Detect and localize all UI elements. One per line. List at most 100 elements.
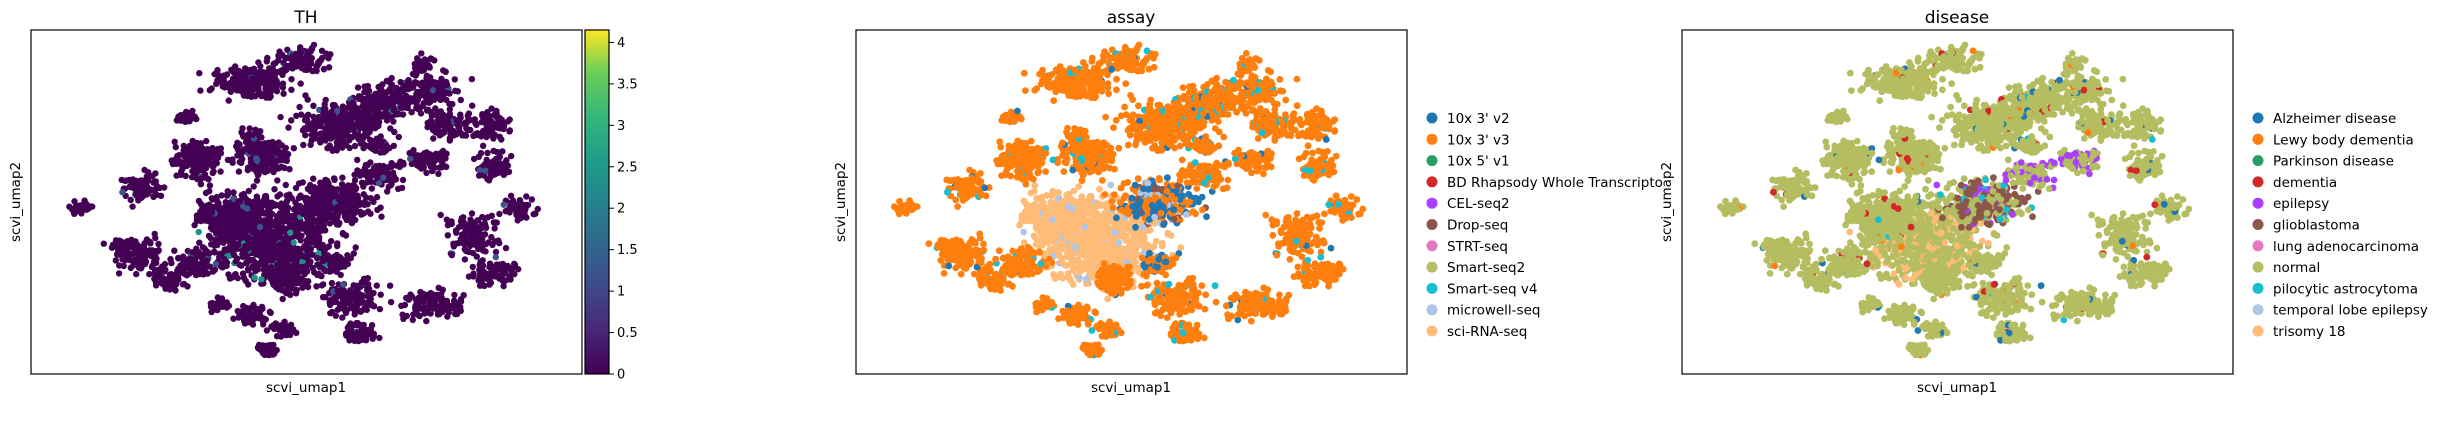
scatter-point: [470, 273, 477, 280]
scatter-point: [339, 314, 346, 321]
scatter-point: [446, 100, 453, 108]
scatter-point: [203, 155, 210, 163]
scatter-point: [492, 164, 499, 171]
scatter-point: [430, 135, 437, 142]
scatter-point: [517, 214, 524, 222]
scatter-point: [440, 67, 447, 74]
scatter-point: [243, 145, 250, 152]
scatter-point: [138, 263, 145, 270]
scatter-point: [116, 237, 123, 244]
scatter-point: [253, 210, 260, 217]
scatter-point: [395, 185, 402, 192]
scatter-point: [307, 141, 314, 148]
scatter-point: [350, 250, 357, 257]
scatter-point: [206, 87, 213, 94]
scatter-point: [280, 250, 288, 258]
scatter-point: [216, 250, 223, 257]
scatter-point: [244, 199, 251, 206]
scatter-point: [369, 302, 376, 309]
scatter-point: [368, 100, 375, 108]
scatter-point: [403, 312, 410, 320]
scatter-point: [271, 186, 278, 193]
scatter-point: [156, 184, 164, 192]
scatter-point: [201, 260, 208, 267]
scatter-point: [83, 206, 90, 213]
panel-title: assay: [1107, 8, 1156, 28]
scatter-point: [365, 110, 373, 118]
scatter-point: [127, 196, 134, 204]
scatter-point: [278, 142, 285, 149]
scatter-point: [397, 94, 404, 102]
scatter-point: [380, 101, 388, 108]
scatter-point: [520, 202, 527, 209]
scatter-point: [466, 223, 473, 230]
scatter-point: [303, 228, 310, 236]
scatter-point: [109, 241, 117, 248]
scatter-point: [313, 254, 321, 262]
scatter-point: [78, 201, 86, 209]
scatter-point: [304, 247, 311, 255]
scatter-point: [472, 232, 479, 239]
scatter-point: [146, 270, 153, 278]
scatter-point: [386, 282, 394, 289]
scatter-point: [474, 130, 481, 137]
scatter-point: [493, 219, 500, 226]
scatter-point: [265, 222, 272, 230]
scatter-point: [448, 251, 455, 259]
colorbar-tick-label: 0: [617, 368, 625, 383]
x-axis-label: scvi_umap1: [266, 380, 346, 396]
scatter-point: [148, 263, 156, 271]
scatter-point: [500, 282, 507, 290]
scatter-point: [189, 167, 196, 175]
scatter-point: [376, 305, 384, 313]
colorbar-tick-label: 2: [617, 202, 625, 217]
scatter-point: [480, 282, 487, 289]
scatter-point: [123, 177, 130, 184]
scatter-point: [479, 257, 486, 264]
scatter-point: [302, 113, 310, 121]
scatter-point: [228, 66, 235, 74]
scatter-point: [195, 228, 202, 236]
scatter-point: [178, 161, 185, 168]
scatter-point: [438, 290, 445, 298]
scatter-point: [244, 166, 251, 174]
scatter-point: [243, 205, 251, 212]
scatter-point: [335, 196, 343, 203]
scatter-point: [230, 189, 237, 196]
scatter-point: [193, 260, 200, 268]
scatter-point: [275, 52, 282, 59]
colorbar-tick-label: 3.5: [617, 77, 638, 92]
scatter-point: [292, 184, 300, 192]
scatter-point: [344, 260, 352, 268]
scatter-point: [270, 272, 277, 279]
scatter-point: [350, 304, 358, 311]
scatter-point: [267, 264, 275, 271]
scatter-point: [275, 223, 282, 230]
scatter-point: [507, 192, 515, 199]
scatter-point: [456, 305, 463, 313]
scatter-point: [340, 110, 347, 117]
scatter-point: [208, 308, 215, 316]
scatter-point: [224, 236, 232, 243]
scatter-point: [293, 279, 300, 286]
scatter-point: [277, 67, 284, 75]
scatter-point: [323, 126, 330, 133]
scatter-point: [217, 150, 225, 157]
scatter-point: [351, 177, 359, 184]
scatter-point: [326, 220, 334, 227]
scatter-point: [182, 154, 190, 162]
scatter-point: [496, 210, 503, 218]
scatter-point: [414, 311, 421, 318]
scatter-point: [217, 235, 224, 242]
scatter-point: [319, 180, 326, 187]
scatter-point: [277, 113, 284, 121]
scatter-point: [307, 224, 314, 231]
scatter-point: [322, 197, 329, 204]
scatter-point: [421, 159, 429, 166]
scatter-point: [345, 215, 353, 223]
scatter-point: [326, 142, 333, 149]
scatter-point: [413, 104, 420, 112]
scatter-point: [208, 195, 215, 202]
scatter-point: [209, 268, 217, 275]
scatter-point: [320, 65, 328, 73]
